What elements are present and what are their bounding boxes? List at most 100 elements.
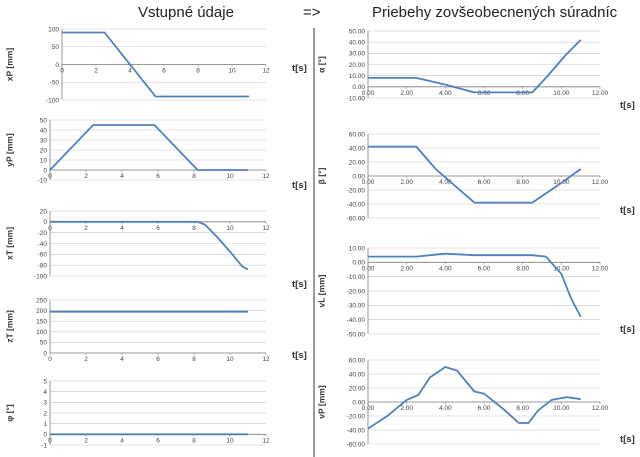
y-tick-label: 50.00 bbox=[349, 28, 366, 35]
x-tick-label: 12 bbox=[262, 68, 270, 75]
y-tick-label: -40.00 bbox=[347, 317, 366, 324]
x-tick-label: 12 bbox=[262, 225, 270, 232]
y-axis-label: yP [mm] bbox=[4, 133, 14, 167]
y-tick-label: -50.00 bbox=[347, 331, 366, 338]
x-tick-label: 10 bbox=[228, 68, 236, 75]
x-tick-label: 8 bbox=[196, 68, 200, 75]
x-tick-label: 4 bbox=[120, 173, 124, 180]
y-tick-label: 0 bbox=[43, 432, 47, 439]
y-tick-label: -30.00 bbox=[347, 303, 366, 310]
y-axis-label: φ [°] bbox=[4, 404, 14, 422]
x-tick-label: 4 bbox=[120, 225, 124, 232]
y-tick-label: -20.00 bbox=[347, 288, 366, 295]
y-tick-label: -20.00 bbox=[347, 187, 366, 194]
y-tick-label: 50 bbox=[40, 117, 48, 124]
x-tick-label: 0 bbox=[60, 68, 64, 75]
x-tick-label: 12.00 bbox=[592, 90, 609, 97]
y-tick-label: 40.00 bbox=[349, 39, 366, 46]
y-tick-label: 0 bbox=[43, 167, 47, 174]
series-line-alpha bbox=[368, 39, 582, 94]
y-tick-label: -10.00 bbox=[347, 274, 366, 281]
y-tick-label: 2 bbox=[43, 410, 47, 417]
y-tick-label: -10 bbox=[38, 177, 48, 184]
x-axis-label: t[s] bbox=[292, 63, 307, 74]
x-tick-label: 8 bbox=[192, 437, 196, 444]
y-tick-label: 5 bbox=[43, 378, 47, 385]
y-tick-label: 30 bbox=[40, 137, 48, 144]
x-tick-label: 0 bbox=[48, 356, 52, 363]
x-tick-label: 10 bbox=[226, 437, 234, 444]
y-tick-label: -1 bbox=[41, 442, 47, 449]
x-tick-label: 12.00 bbox=[592, 179, 609, 186]
y-tick-label: 150 bbox=[36, 319, 47, 326]
x-axis-label: t[s] bbox=[620, 324, 635, 335]
x-tick-label: 10 bbox=[226, 173, 234, 180]
y-axis-label: vL [mm] bbox=[316, 274, 326, 307]
panel-divider bbox=[313, 28, 315, 457]
y-tick-label: 100 bbox=[36, 329, 47, 336]
x-tick-label: 10 bbox=[226, 225, 234, 232]
chart-vp: -60.00-40.00-20.000.0020.0040.0060.000.0… bbox=[316, 357, 635, 448]
x-tick-label: 8 bbox=[192, 356, 196, 363]
y-tick-label: -40 bbox=[38, 241, 48, 248]
x-tick-label: 10.00 bbox=[553, 265, 570, 272]
y-axis-label: α [°] bbox=[316, 56, 326, 73]
x-tick-label: 12.00 bbox=[592, 405, 609, 412]
x-tick-label: 8.00 bbox=[516, 179, 529, 186]
y-tick-label: 10.00 bbox=[349, 245, 366, 252]
y-axis-label: xP [mm] bbox=[4, 48, 14, 82]
y-tick-label: 30.00 bbox=[349, 51, 366, 58]
x-tick-label: 4.00 bbox=[439, 265, 452, 272]
y-tick-label: 0.00 bbox=[352, 173, 365, 180]
x-tick-label: 6 bbox=[156, 437, 160, 444]
x-tick-label: 0.00 bbox=[362, 265, 375, 272]
x-tick-label: 2.00 bbox=[400, 405, 413, 412]
x-tick-label: 4 bbox=[120, 356, 124, 363]
series-line-beta bbox=[368, 145, 582, 204]
y-tick-label: -10.00 bbox=[347, 95, 366, 102]
x-axis-label: t[s] bbox=[292, 350, 307, 361]
chart-vl: -50.00 -40.00 -30.00 -20.00 -10.00 0.00 10.00 0… bbox=[316, 245, 635, 338]
y-tick-label: -40.00 bbox=[347, 201, 366, 208]
x-tick-label: 6.00 bbox=[478, 90, 491, 97]
x-tick-label: 8.00 bbox=[516, 265, 529, 272]
y-tick-label: 0 bbox=[43, 350, 47, 357]
x-tick-label: 2 bbox=[84, 356, 88, 363]
x-tick-label: 6.00 bbox=[478, 179, 491, 186]
x-axis-label: t[s] bbox=[620, 434, 635, 445]
x-tick-label: 0 bbox=[48, 437, 52, 444]
y-tick-label: -50 bbox=[50, 80, 60, 87]
x-tick-label: 2.00 bbox=[400, 265, 413, 272]
y-tick-label: 0 bbox=[43, 219, 47, 226]
y-tick-label: 4 bbox=[43, 389, 47, 396]
y-tick-label: 0.00 bbox=[352, 260, 365, 267]
x-tick-label: 2 bbox=[94, 68, 98, 75]
y-tick-label: 40 bbox=[40, 127, 48, 134]
y-tick-label: -20 bbox=[38, 230, 48, 237]
y-tick-label: 40.00 bbox=[349, 145, 366, 152]
series-line-xt bbox=[50, 220, 249, 271]
y-tick-label: 0.00 bbox=[352, 84, 365, 91]
y-tick-label: 250 bbox=[36, 297, 47, 304]
x-tick-label: 10.00 bbox=[553, 90, 570, 97]
y-tick-label: -60.00 bbox=[347, 441, 366, 448]
y-tick-label: 1 bbox=[43, 421, 47, 428]
y-tick-label: -60.00 bbox=[347, 215, 366, 222]
y-tick-label: 3 bbox=[43, 400, 47, 407]
x-tick-label: 6 bbox=[156, 356, 160, 363]
y-tick-label: 40.00 bbox=[349, 371, 366, 378]
y-tick-label: -100 bbox=[46, 97, 59, 104]
y-tick-label: 10.00 bbox=[349, 73, 366, 80]
x-tick-label: 6.00 bbox=[478, 265, 491, 272]
x-tick-label: 6 bbox=[162, 68, 166, 75]
x-tick-label: 2 bbox=[84, 173, 88, 180]
x-tick-label: 8.00 bbox=[516, 90, 529, 97]
x-tick-label: 10 bbox=[226, 356, 234, 363]
x-tick-label: 6.00 bbox=[478, 405, 491, 412]
x-tick-label: 8 bbox=[192, 173, 196, 180]
x-tick-label: 2 bbox=[84, 225, 88, 232]
